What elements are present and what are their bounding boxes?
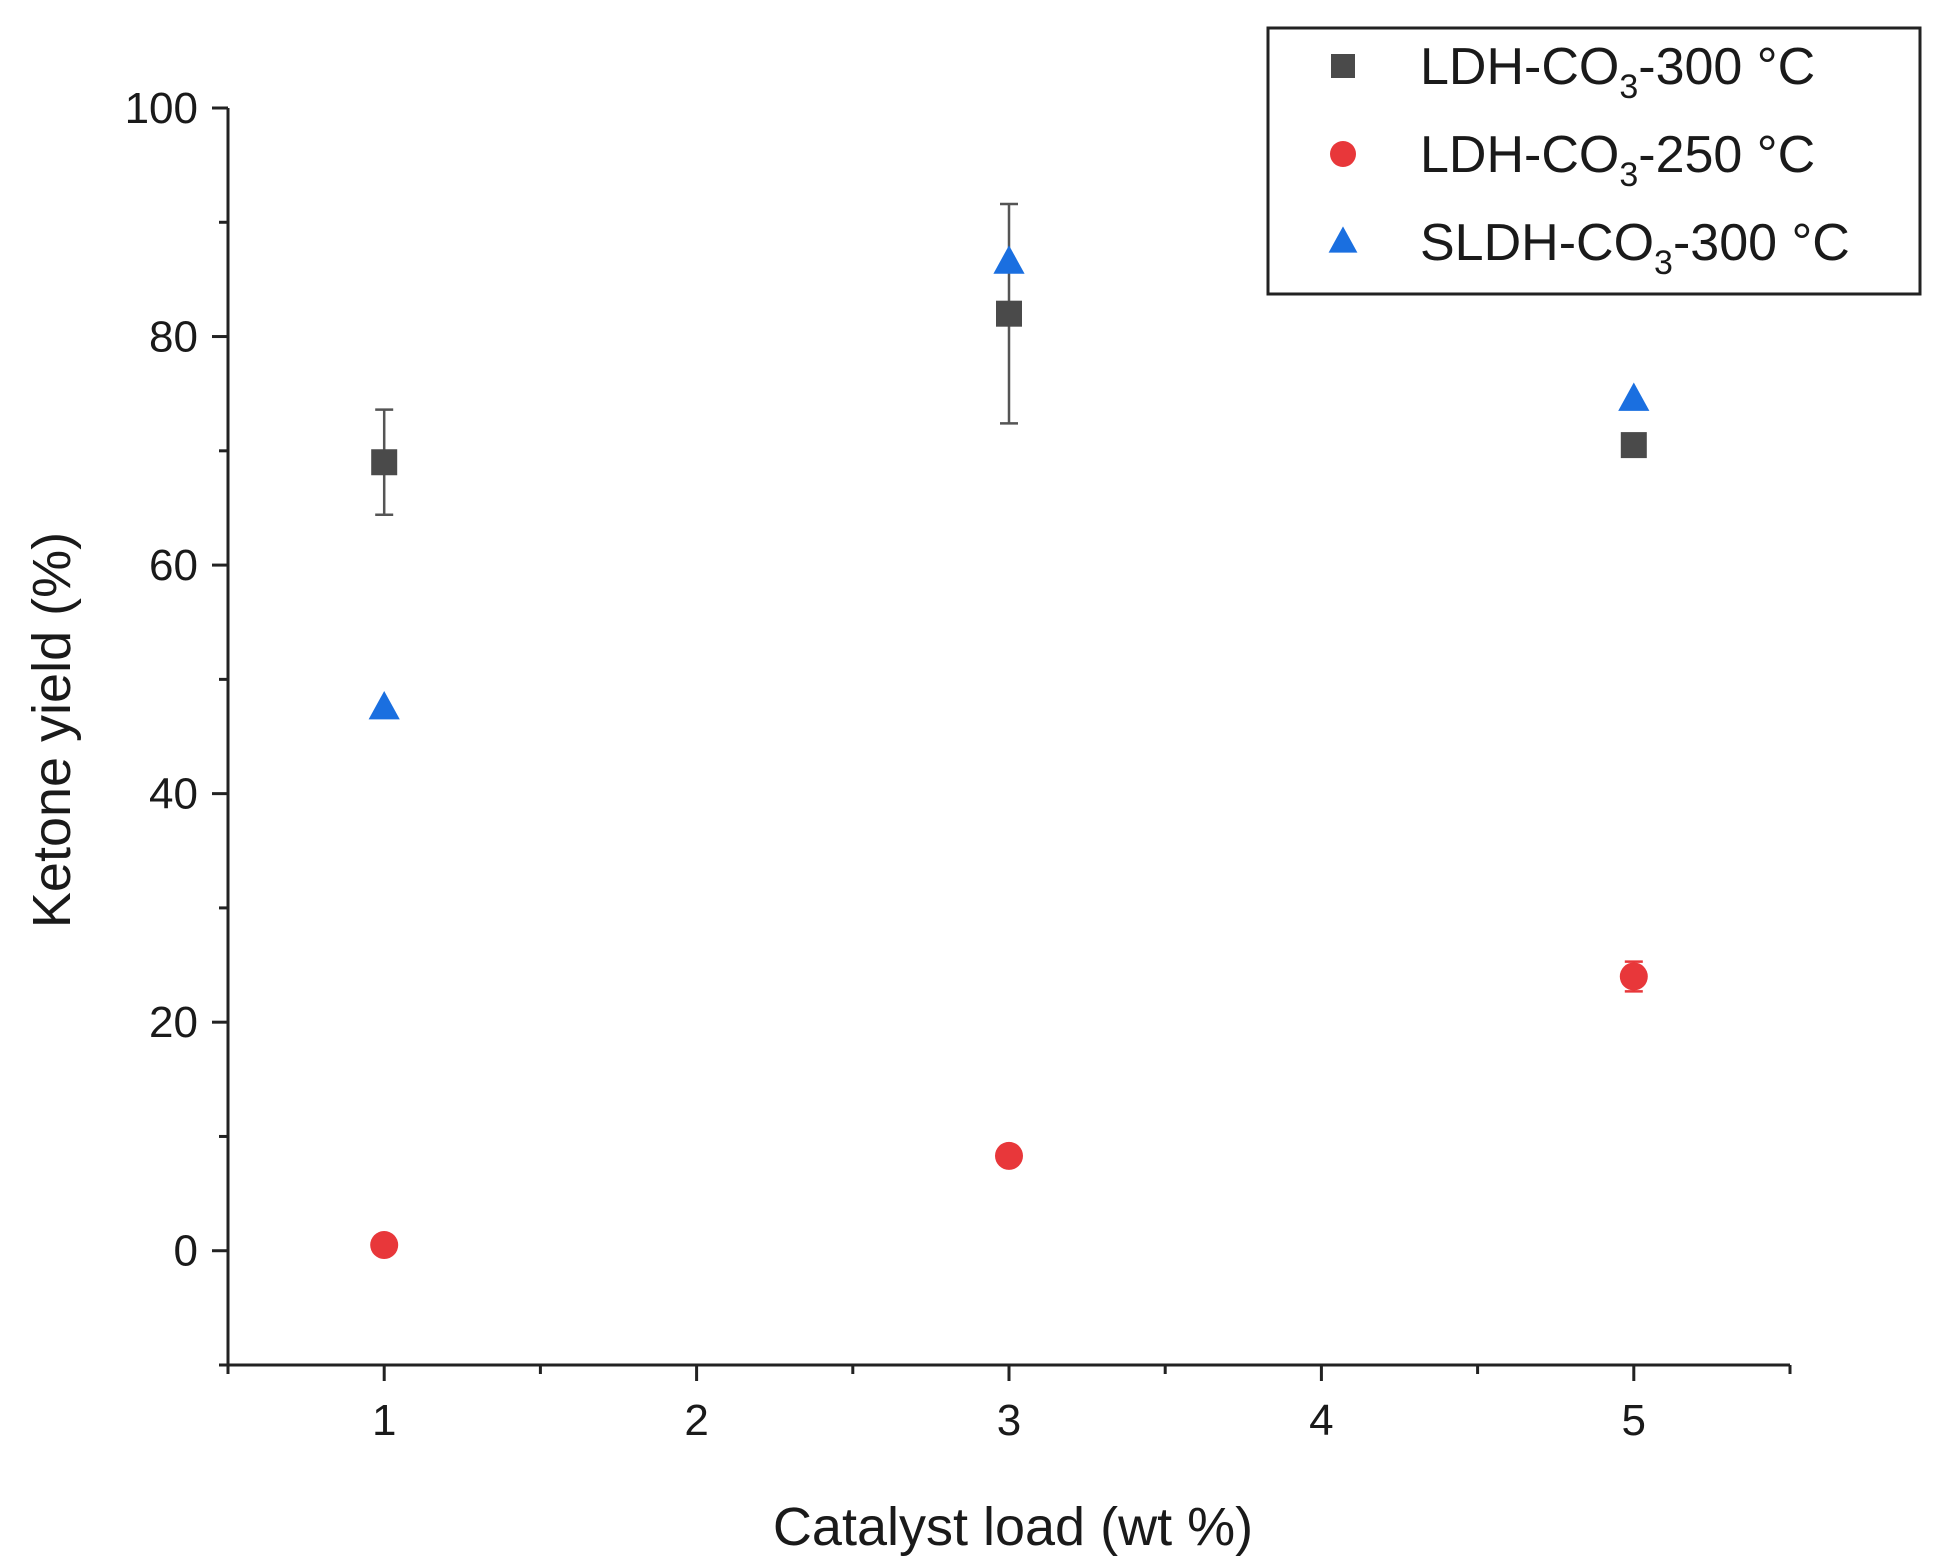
data-point-circle [370,1231,399,1260]
data-point-triangle [1618,382,1650,411]
data-point-circle [995,1141,1023,1170]
y-tick-label: 40 [149,770,198,819]
x-tick-label: 3 [997,1396,1021,1445]
data-point-square [996,300,1022,327]
legend-marker-circle [1330,141,1356,167]
data-point-square [371,449,398,476]
data-point-circle [1619,962,1648,991]
legend-box [1266,26,1922,296]
axes: 0 20 40 60 80 100 1 2 3 4 5 [125,84,1792,1445]
legend-label: LDH-CO3-300 °C [1420,38,1815,106]
legend: LDH-CO3-300 °C LDH-CO3-250 °C SLDH-CO3-300… [1266,26,1922,296]
legend-label: SLDH-CO3-300 °C [1420,214,1850,282]
x-tick-label: 1 [372,1396,396,1445]
legend-label: LDH-CO3-250 °C [1420,126,1815,194]
y-tick-label: 80 [149,313,198,362]
y-tick-label: 0 [174,1227,198,1276]
x-tick-label: 5 [1622,1396,1646,1445]
x-axis-title: Catalyst load (wt %) [773,1497,1253,1557]
legend-marker-square [1331,54,1355,78]
data-point-triangle [368,691,400,720]
x-tick-label: 4 [1309,1396,1333,1445]
legend-marker-triangle [1328,226,1358,253]
y-tick-label: 60 [149,541,198,590]
data-point-triangle [993,245,1025,274]
data-markers [368,245,1650,1260]
y-tick-label: 100 [125,84,198,133]
x-tick-label: 2 [684,1396,708,1445]
data-point-square [1620,432,1647,459]
y-tick-label: 20 [149,998,198,1047]
y-axis-title: Ketone yield (%) [22,532,82,928]
